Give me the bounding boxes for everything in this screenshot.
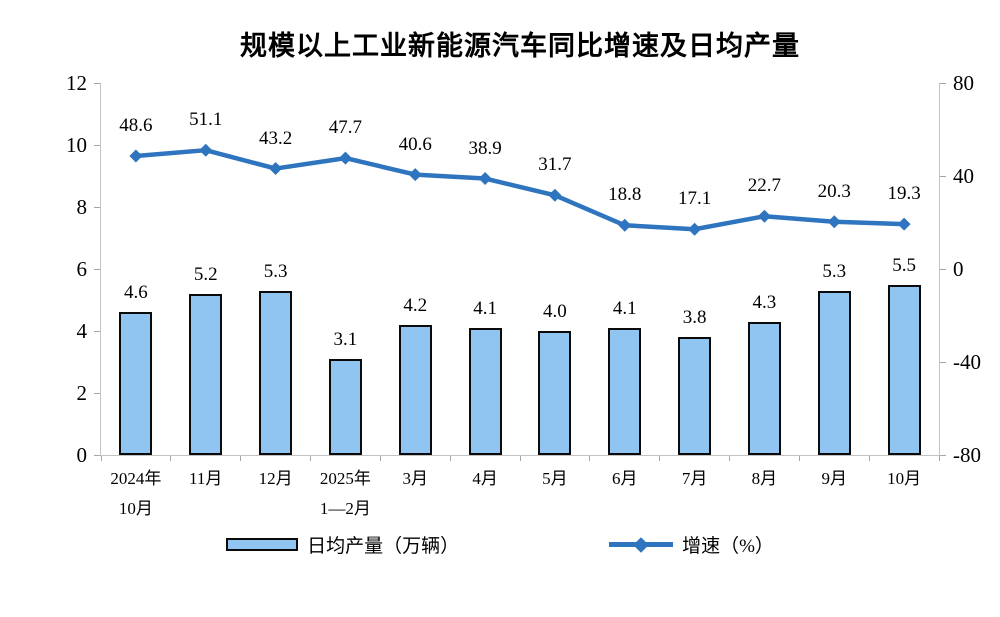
x-axis-tick <box>938 456 940 461</box>
bar-value-label: 3.1 <box>333 328 358 350</box>
bar-daily-output <box>398 324 432 455</box>
bar-value-label: 5.5 <box>892 254 916 276</box>
left-axis-tick-label: 0 <box>76 443 88 467</box>
right-axis-tick-label: -40 <box>953 350 981 374</box>
left-axis-tick-label: 12 <box>66 71 87 95</box>
x-axis-category-label: 8月 <box>751 469 778 488</box>
bar-value-label: 4.0 <box>543 301 567 322</box>
x-axis-tick <box>589 456 591 461</box>
bar-daily-output <box>678 337 712 455</box>
left-axis-tick-label: 10 <box>66 133 87 157</box>
right-axis-tick-label: -80 <box>953 443 981 467</box>
x-axis-tick <box>100 456 102 461</box>
bar-value-label: 4.2 <box>403 294 428 316</box>
plot-area: 0 2 4 6 8 10 12 -80 -40 0 40 80 2024年 10月 11月 12月 2025年… <box>66 71 981 518</box>
left-axis-tick <box>94 330 100 332</box>
x-axis-category-label: 6月 <box>611 469 638 488</box>
line-value-label: 20.3 <box>817 180 851 202</box>
diamond-marker-icon <box>633 536 649 553</box>
bar-daily-output <box>119 312 153 455</box>
bar-daily-output <box>468 327 502 455</box>
legend-label-growth-rate: 增速（%） <box>682 536 774 557</box>
bar-daily-output <box>817 290 851 455</box>
x-axis-tick <box>868 456 870 461</box>
left-axis-tick <box>94 82 100 84</box>
legend: 日均产量（万辆） 增速（%） <box>0 531 1000 558</box>
x-axis-category-label: 10月 <box>887 469 922 488</box>
x-axis-category-label: 3月 <box>402 469 428 488</box>
x-axis-category-label: 4月 <box>472 469 498 488</box>
x-axis-category-label: 7月 <box>681 469 708 488</box>
bar-daily-output <box>608 327 642 455</box>
bar-value-label: 5.3 <box>822 260 847 282</box>
line-value-label: 48.6 <box>119 115 153 136</box>
x-axis-tick <box>729 456 730 461</box>
left-axis-tick <box>94 268 100 270</box>
bar-daily-output <box>328 358 362 455</box>
legend-item-growth-rate: 增速（%） <box>609 531 774 558</box>
right-axis-tick-label: 80 <box>953 71 974 95</box>
bar-value-label: 3.8 <box>682 307 707 329</box>
x-axis-tick <box>379 456 381 461</box>
bar-series-swatch-icon <box>226 538 299 551</box>
bar-value-label: 5.3 <box>263 260 288 282</box>
x-axis-tick <box>240 456 242 461</box>
line-series-swatch-icon <box>609 536 674 553</box>
right-axis-tick <box>940 175 946 177</box>
x-axis-category-label: 5月 <box>542 469 568 488</box>
legend-label-daily-output: 日均产量（万辆） <box>307 536 460 557</box>
left-axis-tick-label: 6 <box>76 257 88 281</box>
chart-title: 规模以上工业新能源汽车同比增速及日均产量 <box>240 31 800 61</box>
legend-item-daily-output: 日均产量（万辆） <box>226 531 459 558</box>
x-axis-tick <box>310 456 311 461</box>
x-axis-category-label: 2024年 10月 <box>110 469 162 518</box>
left-axis-tick <box>94 454 100 456</box>
line-value-label: 31.7 <box>538 154 572 176</box>
line-value-label: 19.3 <box>887 183 921 205</box>
x-axis-tick <box>798 456 800 461</box>
bar-value-label: 4.1 <box>612 297 637 319</box>
right-axis-tick <box>940 268 946 270</box>
x-axis-category-label: 9月 <box>821 469 847 488</box>
x-axis-tick <box>449 456 451 461</box>
left-axis-tick-label: 2 <box>76 381 88 405</box>
bar-daily-output <box>887 284 921 455</box>
left-axis-tick-label: 8 <box>76 195 88 219</box>
x-axis-tick <box>170 456 172 461</box>
bar-value-label: 4.3 <box>752 291 777 313</box>
line-value-label: 40.6 <box>398 133 432 155</box>
x-axis-category-label: 2025年 1—2月 <box>319 469 371 518</box>
right-axis-tick-label: 40 <box>953 164 974 188</box>
right-axis-tick <box>940 454 946 456</box>
x-axis-category-label: 12月 <box>258 469 293 488</box>
left-axis-tick-label: 4 <box>76 319 88 343</box>
bar-daily-output <box>259 290 293 455</box>
line-value-label: 17.1 <box>677 188 712 210</box>
bar-daily-output <box>747 321 781 455</box>
right-axis-tick <box>940 361 946 363</box>
right-axis-tick <box>940 82 946 84</box>
left-axis-tick <box>94 206 100 208</box>
right-axis-tick-label: 0 <box>953 257 964 281</box>
left-axis-tick <box>94 392 100 394</box>
line-value-label: 47.7 <box>328 117 363 139</box>
line-value-label: 38.9 <box>468 137 502 159</box>
bar-value-label: 5.2 <box>193 263 218 285</box>
bar-value-label: 4.1 <box>473 297 497 319</box>
x-axis-tick <box>659 456 661 461</box>
left-axis-tick <box>94 144 100 146</box>
line-value-label: 43.2 <box>258 127 293 149</box>
x-axis-category-label: 11月 <box>189 469 223 488</box>
bar-daily-output <box>189 293 223 455</box>
line-value-label: 51.1 <box>189 109 223 131</box>
line-value-label: 18.8 <box>608 184 642 206</box>
bar-value-label: 4.6 <box>124 282 148 304</box>
line-value-label: 22.7 <box>747 175 782 197</box>
bar-daily-output <box>538 331 572 455</box>
x-axis-tick <box>519 456 521 461</box>
